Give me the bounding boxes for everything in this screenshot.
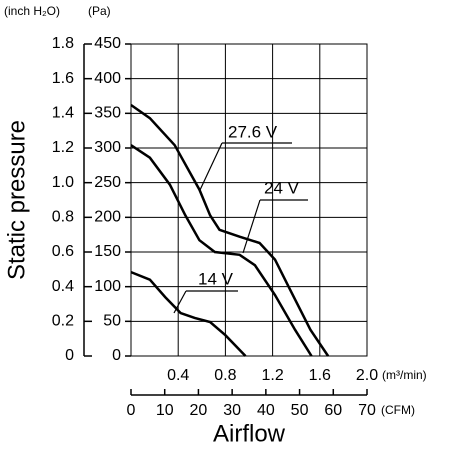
curve-label: 24 V (264, 178, 300, 197)
y2-tick-label: 1.6 (52, 70, 74, 87)
x2-tick-label: 20 (190, 402, 208, 419)
curve-label: 27.6 V (228, 122, 278, 141)
y2-tick-label: 0.4 (52, 278, 74, 295)
y-tick-label: 450 (94, 35, 121, 52)
x-tick-label: 1.6 (309, 367, 331, 384)
y-axis-title: Static pressure (3, 120, 30, 280)
y2-tick-label: 0.6 (52, 243, 74, 260)
y-tick-label: 350 (94, 105, 121, 122)
curve-label: 14 V (198, 269, 234, 288)
label-leader (242, 199, 261, 254)
y-tick-label: 50 (103, 313, 121, 330)
x-tick-label: 0.8 (214, 367, 236, 384)
curve (130, 270, 247, 357)
plot-frame (130, 43, 368, 357)
x-unit: (m³/min) (382, 368, 427, 382)
y2-tick-label: 1.8 (52, 35, 74, 52)
y2-tick-label: 1.2 (52, 139, 74, 156)
x-axis-title: Airflow (213, 420, 286, 447)
y-tick-label: 150 (94, 243, 121, 260)
y-tick-label: 200 (94, 209, 121, 226)
curve (130, 144, 313, 357)
y-tick-label: 0 (112, 347, 121, 364)
y-tick-label: 400 (94, 70, 121, 87)
y2-tick-label: 0.2 (52, 313, 74, 330)
x2-tick-label: 40 (257, 402, 275, 419)
y2-tick-label: 0 (65, 347, 74, 364)
y2-tick-label: 1.0 (52, 174, 74, 191)
curve (130, 103, 330, 357)
x2-tick-label: 30 (223, 402, 241, 419)
y-tick-label: 250 (94, 174, 121, 191)
y2-unit: (inch H₂O) (4, 4, 60, 18)
x2-tick-label: 10 (156, 402, 174, 419)
y2-tick-label: 0.8 (52, 209, 74, 226)
y-tick-label: 100 (94, 278, 121, 295)
y-unit: (Pa) (88, 4, 111, 18)
x-tick-label: 1.2 (261, 367, 283, 384)
x2-tick-label: 0 (127, 402, 136, 419)
label-leader (199, 142, 223, 191)
y2-tick-label: 1.4 (52, 105, 74, 122)
x2-tick-label: 60 (324, 402, 342, 419)
x2-tick-label: 50 (291, 402, 309, 419)
x2-tick-label: 70 (358, 402, 376, 419)
x-tick-label: 0.4 (167, 367, 189, 384)
x2-unit: (CFM) (381, 403, 415, 417)
label-leader (173, 290, 187, 314)
y-tick-label: 300 (94, 139, 121, 156)
x-tick-label: 2.0 (356, 367, 378, 384)
